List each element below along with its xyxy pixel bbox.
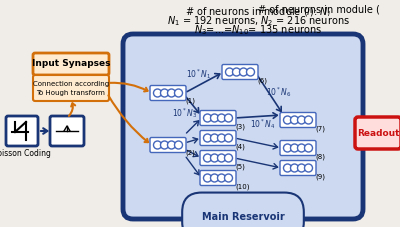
Circle shape: [240, 68, 248, 76]
Text: # of neurons in module (: # of neurons in module (: [258, 5, 380, 15]
Circle shape: [210, 134, 218, 142]
FancyBboxPatch shape: [33, 75, 109, 101]
Circle shape: [304, 116, 312, 124]
Text: Input Synapses: Input Synapses: [32, 59, 110, 69]
Circle shape: [168, 89, 176, 97]
Text: (6): (6): [258, 77, 268, 84]
Text: $N_1$ = 192 neurons, $N_2$ = 216 neurons: $N_1$ = 192 neurons, $N_2$ = 216 neurons: [166, 14, 350, 28]
Text: To Hough transform: To Hough transform: [36, 90, 106, 96]
Text: $10^*N_1$: $10^*N_1$: [186, 68, 212, 81]
Text: # of neurons in module ($i$): $N_i$: # of neurons in module ($i$): $N_i$: [185, 5, 331, 19]
FancyBboxPatch shape: [150, 138, 186, 153]
Text: $10^*N_4$: $10^*N_4$: [250, 118, 276, 131]
Circle shape: [160, 89, 168, 97]
FancyBboxPatch shape: [150, 86, 186, 101]
FancyBboxPatch shape: [33, 53, 109, 75]
Circle shape: [284, 164, 292, 172]
Circle shape: [218, 134, 226, 142]
Circle shape: [298, 144, 306, 152]
Text: (5): (5): [236, 163, 245, 170]
Text: $10^*N_6$: $10^*N_6$: [266, 85, 291, 99]
Text: Main Reservoir: Main Reservoir: [202, 212, 284, 222]
Circle shape: [298, 116, 306, 124]
Circle shape: [304, 164, 312, 172]
Circle shape: [204, 114, 212, 122]
FancyBboxPatch shape: [123, 34, 363, 219]
Circle shape: [226, 68, 234, 76]
Circle shape: [224, 114, 232, 122]
Circle shape: [168, 141, 176, 149]
FancyBboxPatch shape: [222, 64, 258, 79]
Circle shape: [204, 154, 212, 162]
Text: (7): (7): [316, 125, 326, 131]
Circle shape: [224, 174, 232, 182]
FancyBboxPatch shape: [200, 111, 236, 126]
Circle shape: [210, 114, 218, 122]
Text: (10): (10): [236, 183, 250, 190]
Circle shape: [290, 144, 298, 152]
Text: $N_3$=...=$N_{10}$= 135 neurons: $N_3$=...=$N_{10}$= 135 neurons: [194, 23, 322, 37]
Circle shape: [284, 144, 292, 152]
Text: (9): (9): [316, 173, 326, 180]
Text: $10^*N_3$: $10^*N_3$: [172, 106, 198, 121]
FancyBboxPatch shape: [280, 160, 316, 175]
Text: (2): (2): [186, 150, 195, 156]
Circle shape: [174, 141, 182, 149]
FancyBboxPatch shape: [50, 116, 84, 146]
Circle shape: [204, 134, 212, 142]
Circle shape: [210, 174, 218, 182]
Circle shape: [154, 89, 162, 97]
FancyBboxPatch shape: [280, 141, 316, 155]
FancyBboxPatch shape: [355, 117, 400, 149]
Circle shape: [246, 68, 254, 76]
Circle shape: [160, 141, 168, 149]
Circle shape: [210, 154, 218, 162]
Circle shape: [174, 89, 182, 97]
Circle shape: [284, 116, 292, 124]
Circle shape: [304, 144, 312, 152]
Circle shape: [218, 154, 226, 162]
Circle shape: [218, 174, 226, 182]
Circle shape: [290, 164, 298, 172]
Circle shape: [224, 154, 232, 162]
Text: (1): (1): [186, 98, 196, 104]
Text: Poisson Coding: Poisson Coding: [0, 149, 51, 158]
FancyBboxPatch shape: [200, 151, 236, 165]
Circle shape: [298, 164, 306, 172]
Circle shape: [218, 114, 226, 122]
Text: (8): (8): [316, 153, 326, 160]
FancyBboxPatch shape: [280, 113, 316, 128]
Text: (3): (3): [236, 123, 246, 129]
Text: Readout: Readout: [357, 128, 399, 138]
Text: Connection according: Connection according: [33, 81, 109, 87]
Circle shape: [154, 141, 162, 149]
FancyBboxPatch shape: [6, 116, 38, 146]
FancyBboxPatch shape: [200, 131, 236, 146]
Circle shape: [204, 174, 212, 182]
Circle shape: [232, 68, 240, 76]
Circle shape: [224, 134, 232, 142]
Circle shape: [290, 116, 298, 124]
FancyBboxPatch shape: [200, 170, 236, 185]
Text: (4): (4): [236, 143, 245, 150]
